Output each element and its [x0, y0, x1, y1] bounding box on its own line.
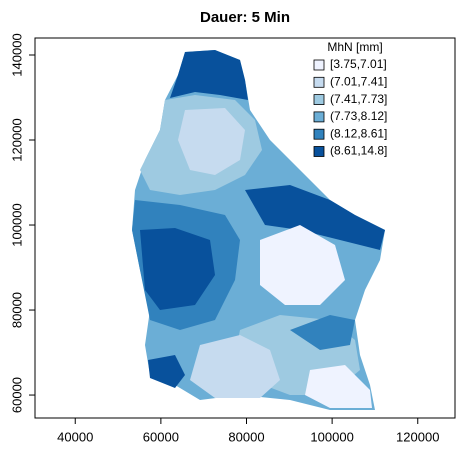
map-region — [190, 335, 280, 398]
legend-swatch — [313, 76, 325, 88]
map-region — [260, 225, 345, 305]
x-tick-label: 80000 — [228, 429, 264, 444]
legend-swatch — [313, 111, 325, 123]
x-tick-label: 40000 — [57, 429, 93, 444]
x-tick-label: 120000 — [396, 429, 439, 444]
map-region — [245, 185, 385, 250]
y-tick-label: 60000 — [9, 377, 24, 413]
y-tick-label: 120000 — [9, 118, 24, 161]
y-tick-label: 140000 — [9, 33, 24, 76]
map-region — [170, 50, 248, 100]
legend-label: (8.61,14.8] — [330, 144, 387, 158]
legend-swatch — [313, 146, 325, 157]
legend-label: (7.01,7.41] — [330, 74, 387, 88]
chart-title: Dauer: 5 Min — [200, 9, 290, 26]
legend-swatch — [313, 59, 325, 71]
legend-swatch — [313, 128, 325, 140]
x-tick-label: 60000 — [143, 429, 179, 444]
legend-label: (7.41,7.73] — [330, 92, 387, 106]
plot-frame — [34, 37, 456, 419]
y-tick-label: 80000 — [9, 292, 24, 328]
legend-swatch — [313, 94, 325, 105]
map-region — [148, 355, 185, 388]
x-tick-label: 100000 — [310, 429, 353, 444]
map-region — [305, 365, 372, 408]
legend-label: (7.73,8.12] — [330, 109, 387, 123]
map-region — [178, 108, 245, 175]
map — [132, 50, 385, 410]
map-region — [140, 228, 215, 310]
legend-label: [3.75,7.01] — [330, 57, 387, 71]
map-region — [290, 315, 355, 350]
legend-label: (8.12,8.61] — [330, 126, 387, 140]
y-tick-label: 100000 — [9, 203, 24, 246]
legend-title: MhN [mm] — [327, 40, 382, 54]
